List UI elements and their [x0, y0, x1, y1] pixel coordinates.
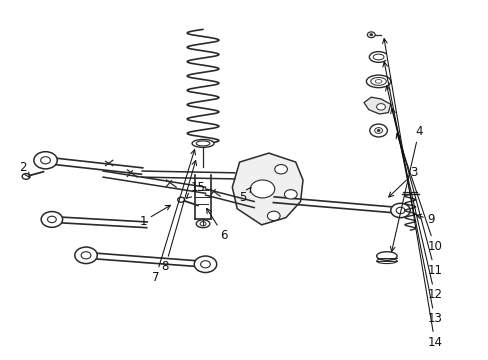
Circle shape — [267, 211, 280, 221]
Text: 3: 3 — [388, 166, 417, 197]
Circle shape — [22, 174, 30, 179]
Ellipse shape — [376, 252, 396, 260]
Text: 6: 6 — [206, 208, 227, 242]
Text: 13: 13 — [382, 62, 441, 325]
Polygon shape — [363, 97, 390, 114]
Circle shape — [390, 203, 409, 218]
Ellipse shape — [366, 75, 390, 87]
Text: 2: 2 — [19, 161, 30, 178]
Circle shape — [366, 32, 374, 38]
Text: 10: 10 — [395, 134, 441, 253]
Text: 14: 14 — [382, 39, 442, 348]
Polygon shape — [232, 153, 303, 225]
Circle shape — [274, 165, 287, 174]
Text: 12: 12 — [385, 86, 442, 301]
Text: 8: 8 — [161, 161, 196, 273]
Circle shape — [34, 152, 57, 169]
Circle shape — [194, 256, 216, 273]
Circle shape — [376, 104, 385, 110]
Ellipse shape — [192, 139, 214, 147]
Text: 7: 7 — [152, 150, 195, 284]
Circle shape — [41, 212, 62, 227]
Circle shape — [369, 124, 386, 137]
Circle shape — [369, 34, 372, 36]
Text: 4: 4 — [389, 125, 422, 252]
Circle shape — [75, 247, 97, 264]
Circle shape — [177, 197, 184, 202]
Text: 11: 11 — [390, 108, 442, 277]
Text: 1: 1 — [140, 205, 170, 228]
Circle shape — [250, 180, 274, 198]
Text: 5: 5 — [239, 188, 250, 204]
Circle shape — [376, 130, 379, 132]
Text: 15: 15 — [186, 181, 205, 198]
Text: 9: 9 — [416, 213, 434, 226]
Circle shape — [284, 190, 297, 199]
